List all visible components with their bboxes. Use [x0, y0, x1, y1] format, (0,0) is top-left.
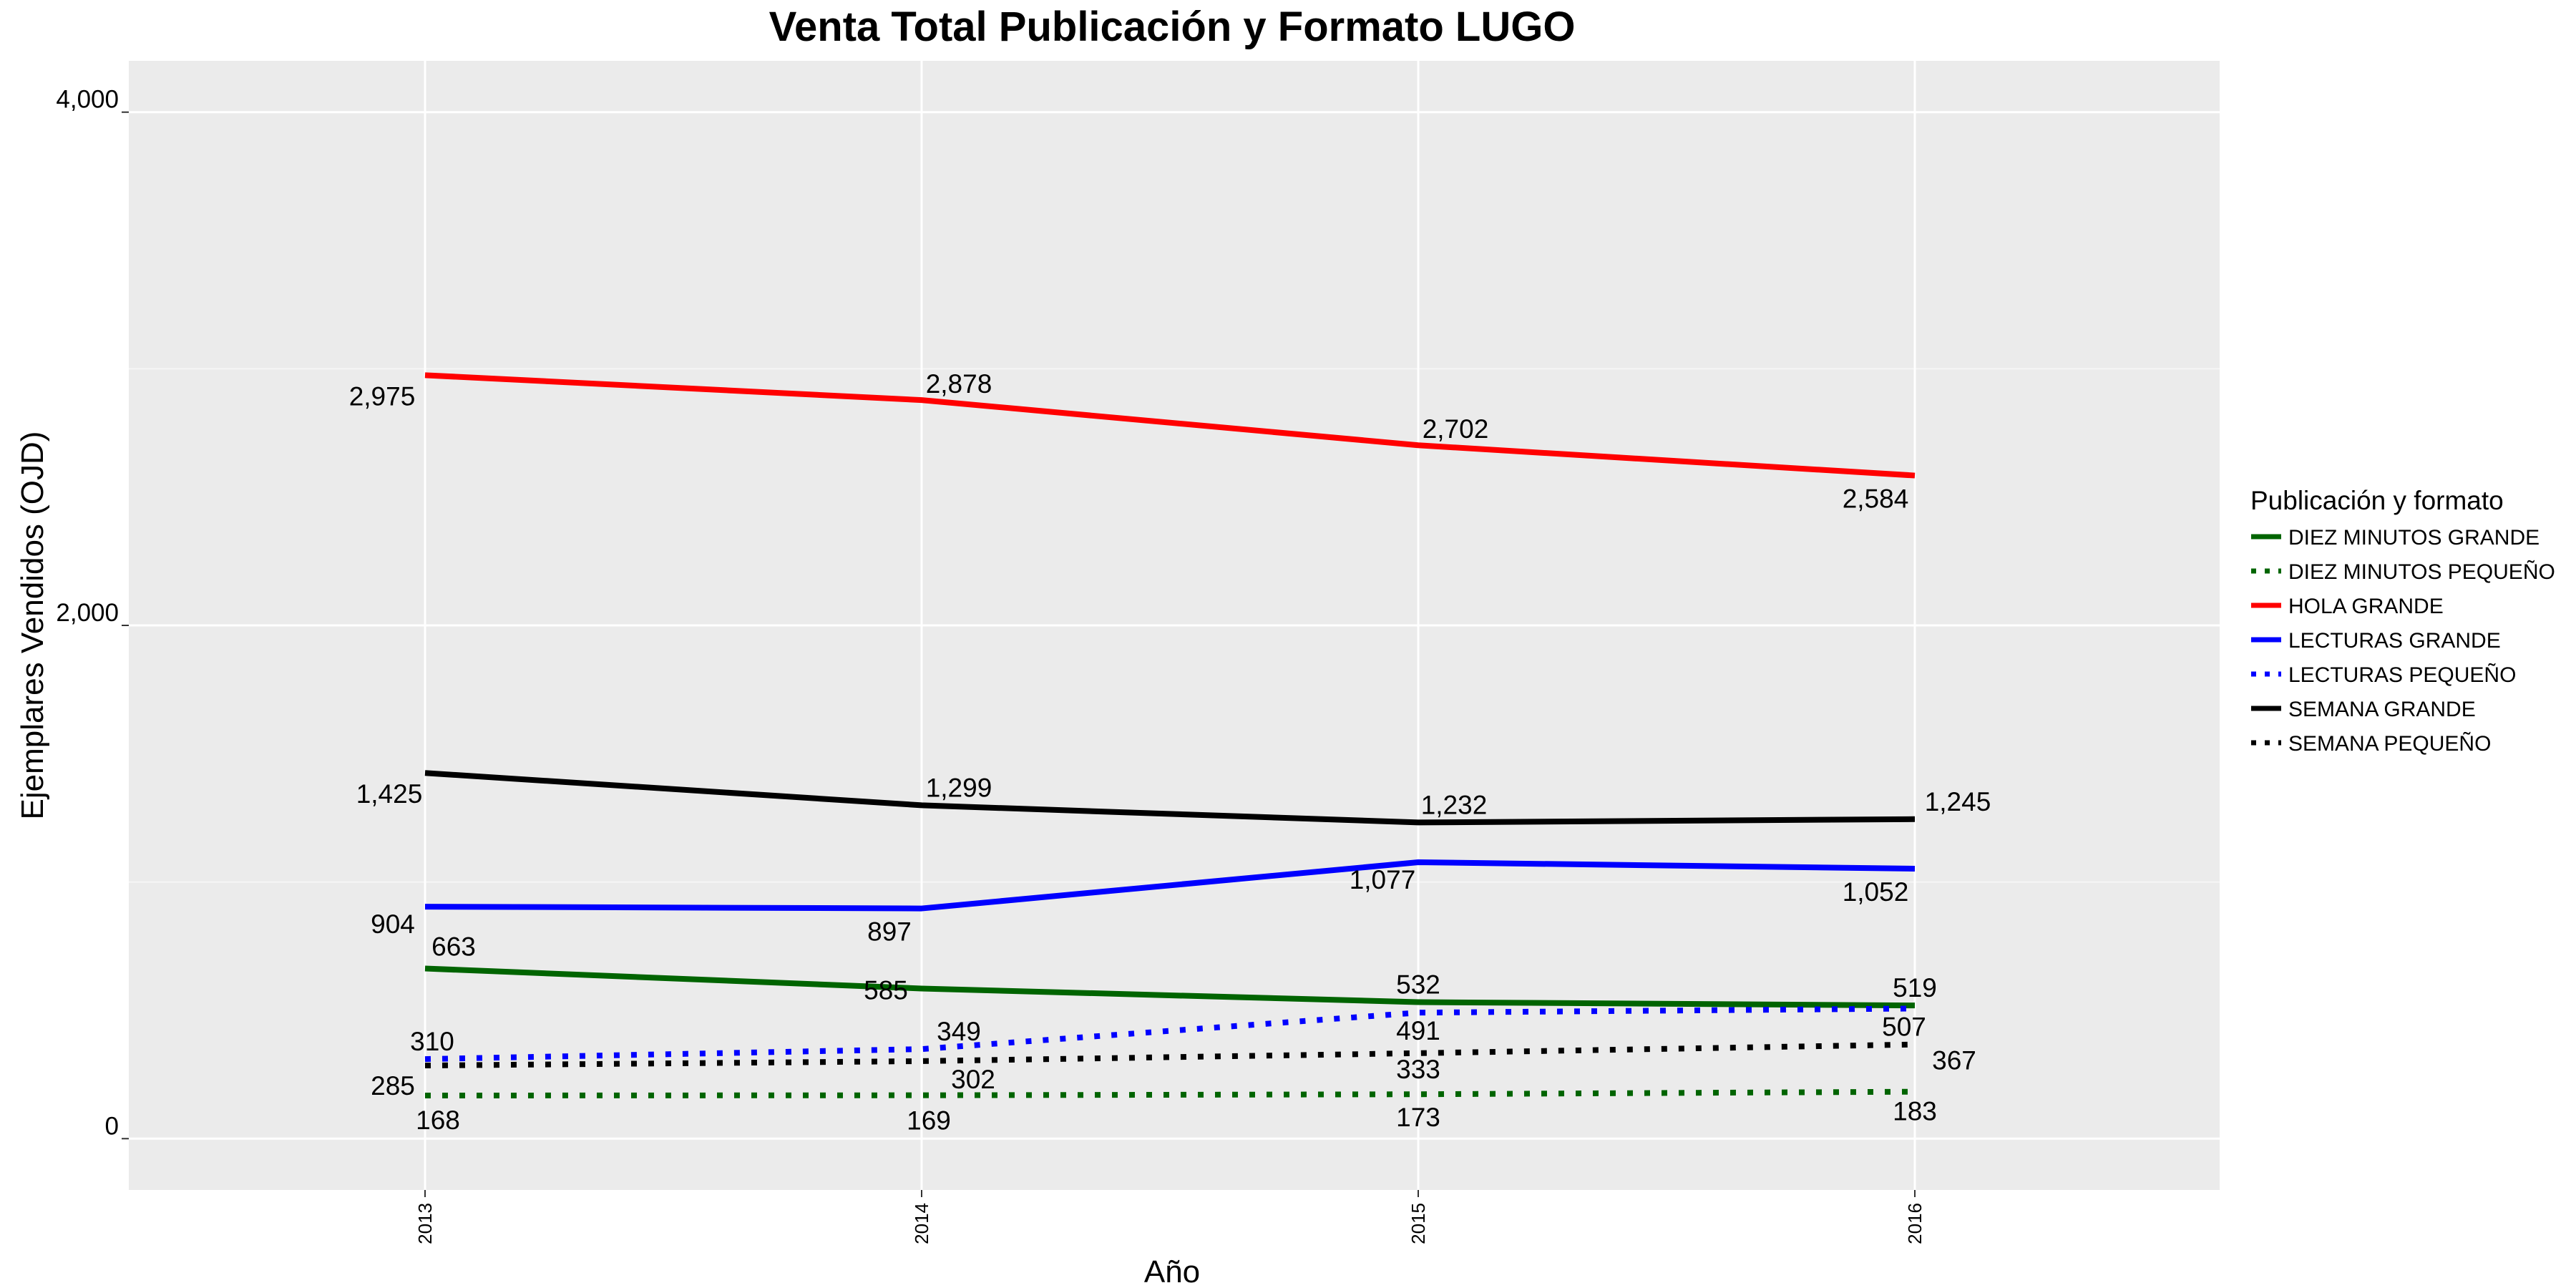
x-axis-title: Año	[1144, 1254, 1200, 1288]
data-label: 897	[867, 917, 912, 947]
series-line	[424, 1088, 1916, 1099]
legend-label: LECTURAS GRANDE	[2288, 629, 2501, 653]
data-label: 333	[1396, 1055, 1440, 1084]
data-label: 285	[371, 1071, 415, 1101]
legend-label: DIEZ MINUTOS PEQUEÑO	[2288, 560, 2555, 584]
series-line	[424, 372, 1916, 479]
legend-label: SEMANA PEQUEÑO	[2288, 731, 2491, 756]
series-lines	[424, 372, 1916, 1099]
legend: Publicación y formato DIEZ MINUTOS GRAND…	[2250, 486, 2555, 756]
data-label: 519	[1893, 973, 1937, 1002]
axes: 0 2,000 4,000 2013 2014 2015 2016	[56, 86, 1926, 1244]
data-label: 1,299	[926, 773, 992, 802]
data-label: 663	[431, 932, 476, 961]
chart-title: Venta Total Publicación y Formato LUGO	[769, 4, 1576, 50]
data-label: 349	[937, 1017, 981, 1046]
x-tick-label: 2014	[911, 1203, 932, 1244]
legend-title: Publicación y formato	[2250, 486, 2504, 515]
data-label: 1,425	[356, 779, 423, 809]
data-label: 302	[951, 1065, 995, 1094]
data-label: 310	[410, 1027, 454, 1056]
x-tick-label: 2016	[1904, 1203, 1926, 1244]
data-label: 173	[1396, 1103, 1440, 1132]
data-label: 367	[1932, 1046, 1976, 1075]
y-tick-label: 0	[105, 1112, 119, 1140]
series-line	[424, 770, 1916, 826]
data-label: 2,878	[926, 369, 992, 399]
data-label: 1,077	[1350, 865, 1416, 894]
series-line	[424, 1041, 1916, 1069]
data-label: 585	[864, 975, 908, 1005]
data-label: 2,975	[349, 381, 416, 411]
data-label: 1,052	[1843, 877, 1909, 907]
data-label: 168	[416, 1106, 460, 1135]
data-label: 507	[1882, 1012, 1926, 1041]
x-tick-label: 2015	[1407, 1203, 1429, 1244]
data-label: 169	[907, 1106, 951, 1136]
data-label: 183	[1893, 1097, 1937, 1126]
data-label: 904	[371, 909, 415, 939]
data-label: 1,245	[1925, 787, 1991, 816]
y-axis-title: Ejemplares Vendidos (OJD)	[15, 431, 50, 820]
legend-items: DIEZ MINUTOS GRANDE DIEZ MINUTOS PEQUEÑO H…	[2251, 526, 2555, 756]
data-label: 2,584	[1843, 484, 1909, 514]
data-label: 532	[1396, 970, 1440, 999]
series-line	[424, 859, 1916, 912]
legend-label: SEMANA GRANDE	[2288, 698, 2476, 721]
legend-label: HOLA GRANDE	[2288, 595, 2444, 618]
data-labels: 663 585 532 519 168 169 173 183 2,975 2,878 2,702 2…	[349, 369, 1991, 1136]
data-label: 491	[1396, 1016, 1440, 1045]
data-label: 2,702	[1423, 414, 1489, 444]
y-tick-label: 2,000	[56, 599, 119, 627]
grid-lines	[129, 61, 2220, 1190]
series-line	[424, 965, 1916, 1009]
x-tick-label: 2013	[414, 1203, 436, 1244]
legend-label: DIEZ MINUTOS GRANDE	[2288, 526, 2540, 550]
y-tick-label: 4,000	[56, 86, 119, 114]
legend-label: LECTURAS PEQUEÑO	[2288, 663, 2516, 687]
data-label: 1,232	[1421, 790, 1488, 819]
